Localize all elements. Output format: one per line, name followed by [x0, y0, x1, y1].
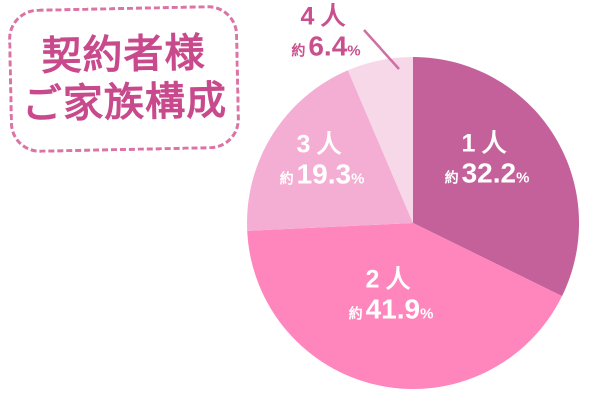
- slice-name-3person: 3人: [296, 130, 348, 159]
- approx-prefix: 約: [348, 305, 363, 322]
- slice-label-3person: 3人 約 19.3%: [280, 131, 365, 190]
- percent-unit: %: [516, 169, 530, 187]
- slice-value-2person: 約 41.9%: [349, 293, 434, 325]
- slice-name-2person: 2人: [365, 265, 417, 294]
- chart-title-line2: ご家族構成: [21, 78, 228, 128]
- approx-prefix: 約: [444, 169, 459, 186]
- chart-title-box: 契約者様 ご家族構成: [7, 4, 241, 154]
- pie-slice-3person: [247, 70, 413, 231]
- pie-slice-2person: [247, 223, 563, 390]
- slice-value-4person: 約 6.4%: [291, 30, 360, 62]
- slice-pct-4person: 6.4: [308, 30, 348, 62]
- pie-slice-1person: [413, 56, 580, 297]
- percent-unit: %: [420, 305, 434, 323]
- chart-title-line1: 契約者様: [41, 31, 206, 79]
- slice-label-4person: 4人 約 6.4%: [291, 3, 360, 62]
- pie-slices: [247, 56, 580, 390]
- slice-value-1person: 約 32.2%: [445, 157, 530, 189]
- percent-unit: %: [351, 170, 365, 188]
- slice-name-1person: 1人: [461, 129, 513, 158]
- slice-name-4person: 4人: [300, 2, 352, 31]
- slice-pct-3person: 19.3: [296, 158, 352, 190]
- slice-pct-1person: 32.2: [461, 157, 517, 189]
- leader-line-4-icon: [363, 29, 400, 70]
- slice-label-1person: 1人 約 32.2%: [445, 130, 530, 189]
- slice-value-3person: 約 19.3%: [280, 158, 365, 190]
- pie-slice-4person: [347, 57, 413, 223]
- slice-label-2person: 2人 約 41.9%: [349, 266, 434, 325]
- slice-pct-2person: 41.9: [365, 293, 421, 325]
- approx-prefix: 約: [291, 42, 306, 59]
- approx-prefix: 約: [279, 170, 294, 187]
- percent-unit: %: [347, 42, 361, 60]
